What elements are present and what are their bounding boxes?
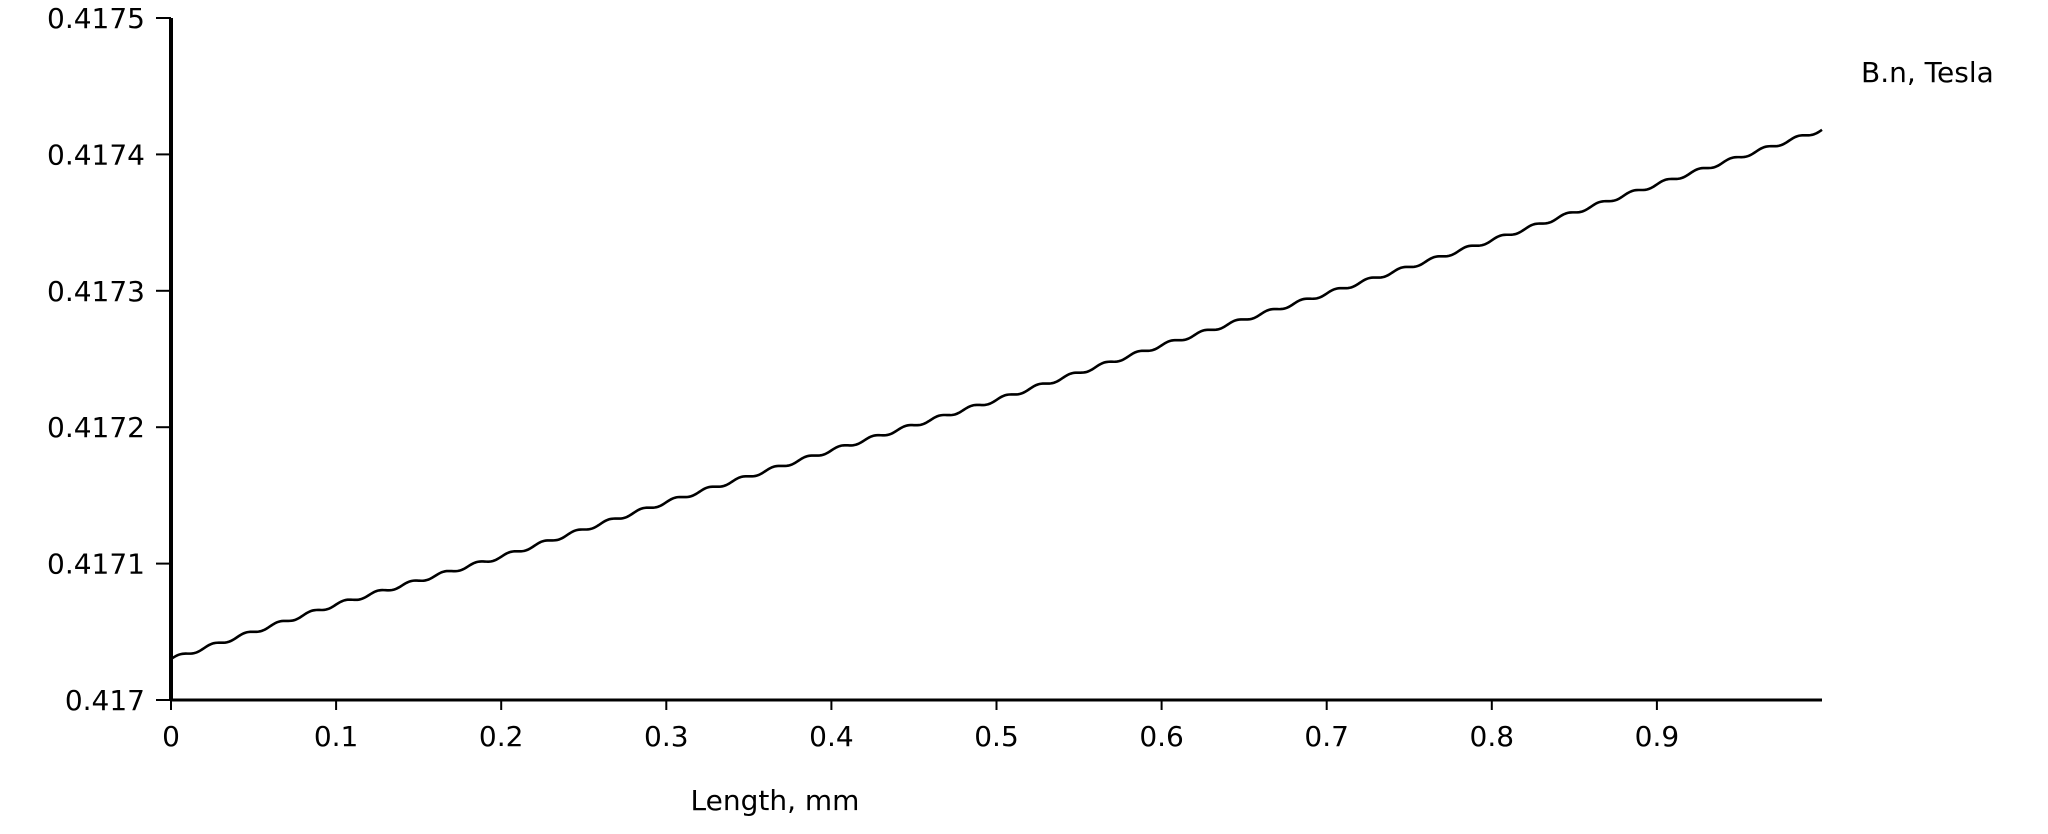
x-tick-label: 0.4 <box>809 720 854 753</box>
x-tick-label: 0.2 <box>479 720 524 753</box>
y-tick-label: 0.4171 <box>47 548 145 581</box>
y-tick-label: 0.4174 <box>47 138 145 171</box>
series-line <box>170 128 1823 661</box>
x-axis-title: Length, mm <box>691 784 860 817</box>
x-tick-label: 0.7 <box>1304 720 1349 753</box>
x-tick-label: 0.1 <box>314 720 359 753</box>
x-tick-label: 0.6 <box>1139 720 1184 753</box>
x-tick-label: 0 <box>162 720 180 753</box>
x-tick-label: 0.9 <box>1635 720 1680 753</box>
x-tick-label: 0.5 <box>974 720 1019 753</box>
y-tick-label: 0.417 <box>65 684 145 717</box>
y-axis-ticks: 0.417 0.4171 0.4172 0.4173 0.4174 0.4175 <box>47 2 171 717</box>
y-axis-title: B.n, Tesla <box>1861 56 1994 89</box>
x-tick-label: 0.8 <box>1470 720 1515 753</box>
x-tick-label: 0.3 <box>644 720 689 753</box>
y-tick-label: 0.4175 <box>47 2 145 35</box>
y-tick-label: 0.4173 <box>47 275 145 308</box>
y-tick-label: 0.4172 <box>47 411 145 444</box>
x-axis-ticks: 0 0.1 0.2 0.3 0.4 0.5 0.6 0.7 0.8 0.9 <box>162 700 1679 753</box>
